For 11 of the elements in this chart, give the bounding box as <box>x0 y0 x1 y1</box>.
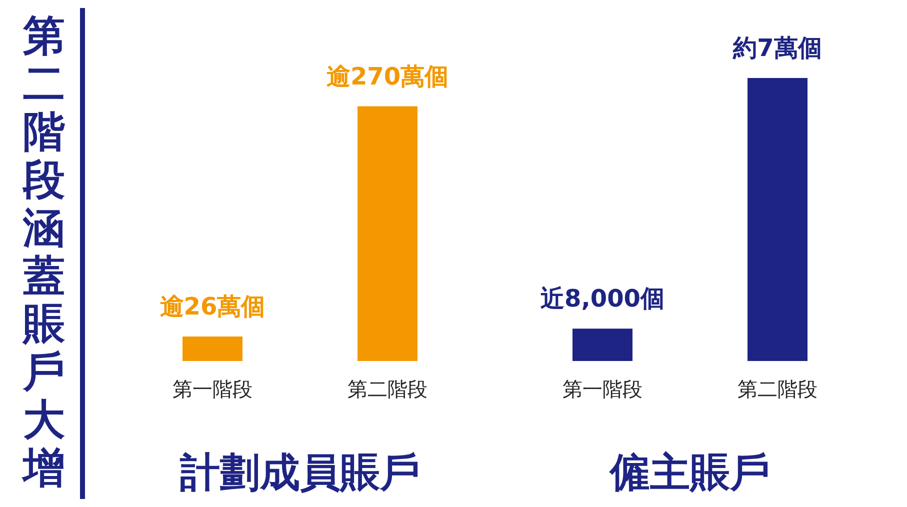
data-label: 約7萬個 <box>732 34 822 62</box>
data-label: 逾26萬個 <box>160 292 266 320</box>
x-axis-title: 僱主賬戶 <box>608 450 770 496</box>
data-label: 逾270萬個 <box>326 62 449 90</box>
x-tick-label: 第一階段 <box>172 377 252 401</box>
x-tick-label: 第二階段 <box>738 377 818 401</box>
data-label: 近8,000個 <box>540 284 664 313</box>
chart-title: 第二階段涵蓋賬戶大增 <box>23 11 65 492</box>
x-axis-title: 計劃成員賬戶 <box>179 450 420 496</box>
x-tick-label: 第一階段 <box>562 377 642 401</box>
x-tick-label: 第二階段 <box>348 377 428 401</box>
